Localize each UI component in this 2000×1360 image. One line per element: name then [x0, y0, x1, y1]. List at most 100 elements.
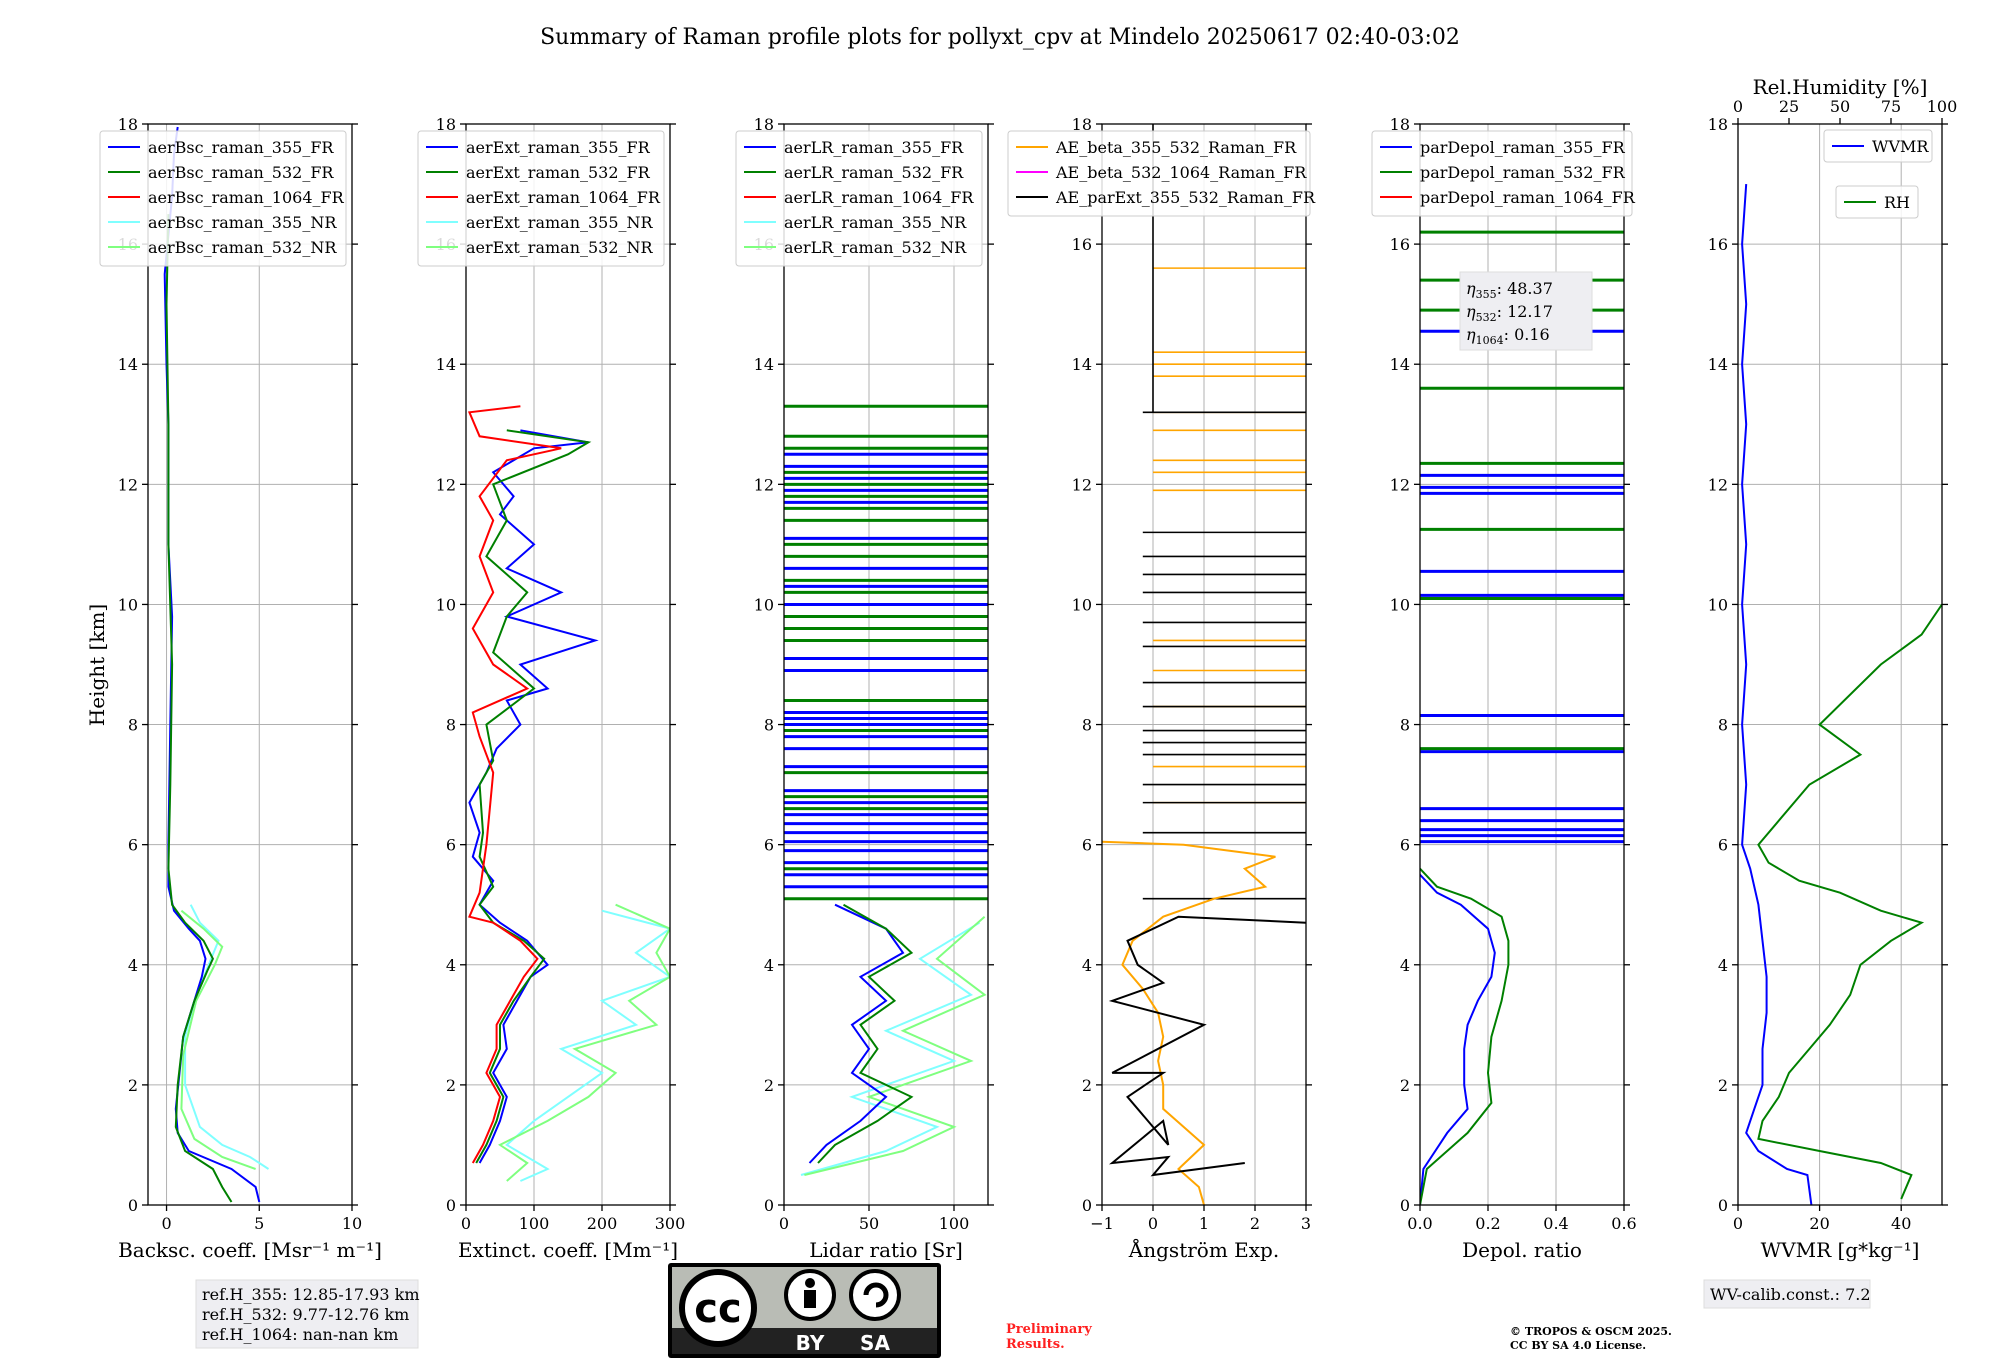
plot-area-lr — [784, 404, 988, 1176]
xlabel-wv: WVMR [g*kg⁻¹] — [1761, 1238, 1920, 1262]
ytick-label-ae: 0 — [1082, 1196, 1092, 1215]
ytick-label-bsc: 4 — [128, 956, 138, 975]
ytick-label-wv: 18 — [1708, 115, 1728, 134]
top-tick-label-wv: 75 — [1881, 97, 1901, 116]
legend-label-rh: RH — [1884, 193, 1910, 212]
ytick-label-lr: 2 — [764, 1076, 774, 1095]
xtick-label-bsc: 0 — [161, 1214, 171, 1233]
xtick-label-wv: 40 — [1891, 1214, 1911, 1233]
ytick-label-depol: 18 — [1390, 115, 1410, 134]
xtick-label-lr: 50 — [859, 1214, 879, 1233]
legend-label-aerBsc_raman_532_FR: aerBsc_raman_532_FR — [148, 163, 334, 182]
figure-title: Summary of Raman profile plots for polly… — [540, 25, 1460, 50]
ytick-label-depol: 4 — [1400, 956, 1410, 975]
ytick-label-ae: 18 — [1072, 115, 1092, 134]
ref-height-box: ref.H_355: 12.85-17.93 km ref.H_532: 9.7… — [195, 1279, 420, 1349]
series-aerLR_raman_355_NR — [800, 921, 981, 1176]
series-AE_parExt_355_532_Raman_FR — [1108, 915, 1306, 1177]
ytick-label-depol: 16 — [1390, 235, 1410, 254]
xlabel-ae: Ångström Exp. — [1128, 1237, 1279, 1262]
series-aerExt_raman_532_NR — [498, 903, 670, 1182]
xlabel-depol: Depol. ratio — [1462, 1238, 1582, 1262]
axes-frame-ext — [465, 123, 671, 1206]
ytick-label-lr: 6 — [764, 836, 774, 855]
series-parDepol_raman_355_FR — [1420, 874, 1496, 1205]
ytick-label-bsc: 8 — [128, 716, 138, 735]
by-icon-head — [805, 1278, 815, 1288]
axes-frame-lr — [783, 123, 989, 1206]
depol-annotation-eta-532: η532: 12.17 — [1466, 302, 1553, 324]
xtick-label-ae: 2 — [1250, 1214, 1260, 1233]
xtick-label-ext: 300 — [655, 1214, 686, 1233]
ytick-label-ae: 4 — [1082, 956, 1092, 975]
ytick-label-bsc: 2 — [128, 1076, 138, 1095]
ytick-label-ae: 6 — [1082, 836, 1092, 855]
xtick-label-bsc: 5 — [254, 1214, 264, 1233]
series-aerBsc_raman_532_NR — [180, 909, 256, 1170]
copyright-line-2: CC BY SA 4.0 License. — [1510, 1339, 1646, 1352]
ytick-label-depol: 0 — [1400, 1196, 1410, 1215]
series-aerExt_raman_355_NR — [505, 909, 670, 1182]
legend-label-aerBsc_raman_532_NR: aerBsc_raman_532_NR — [148, 238, 337, 257]
legend-label-aerBsc_raman_355_FR: aerBsc_raman_355_FR — [148, 138, 334, 157]
ytick-label-ae: 8 — [1082, 716, 1092, 735]
ytick-label-depol: 6 — [1400, 836, 1410, 855]
legend-label-parDepol_raman_1064_FR: parDepol_raman_1064_FR — [1420, 188, 1636, 207]
ref-h-355: ref.H_355: 12.85-17.93 km — [202, 1285, 420, 1304]
ytick-label-ext: 4 — [446, 956, 456, 975]
depol-annotation-eta-1064: η1064: 0.16 — [1466, 325, 1550, 347]
panel-lr: 050100024681012141618Lidar ratio [Sr]aer… — [735, 115, 994, 1262]
plot-area-ae — [1102, 124, 1306, 1205]
cc-license-badge: cc BY SA — [668, 1263, 941, 1358]
series-aerLR_raman_532_FR — [817, 903, 914, 1164]
ytick-label-wv: 0 — [1718, 1196, 1728, 1215]
series-aerLR_raman_355_FR — [808, 903, 905, 1164]
legend-wv-rh: RH — [1835, 185, 1919, 219]
legend-frame-rh — [1835, 185, 1919, 219]
legend-wv-wvmr: WVMR — [1823, 129, 1933, 163]
ytick-label-depol: 12 — [1390, 475, 1410, 494]
ytick-label-depol: 10 — [1390, 595, 1410, 614]
top-tick-label-wv: 25 — [1779, 97, 1799, 116]
ytick-label-ae: 10 — [1072, 595, 1092, 614]
copyright-line-1: © TROPOS & OSCM 2025. — [1510, 1325, 1672, 1338]
ytick-label-ae: 12 — [1072, 475, 1092, 494]
ytick-label-wv: 16 — [1708, 235, 1728, 254]
legend-label-aerLR_raman_355_NR: aerLR_raman_355_NR — [784, 213, 967, 232]
xtick-label-ext: 100 — [519, 1214, 550, 1233]
plot-area-ext — [467, 405, 670, 1182]
panel-wv: 0 20 40 0 2 4 6 8 10 12 14 16 18 WVMR [g*kg⁻¹] 0 25 50 75… — [1708, 75, 1958, 1262]
legend-label-aerLR_raman_532_FR: aerLR_raman_532_FR — [784, 163, 964, 182]
xtick-label-ext: 200 — [587, 1214, 618, 1233]
axes-frame-wv — [1737, 123, 1943, 1206]
ytick-label-ae: 14 — [1072, 355, 1092, 374]
series-AE_beta_355_532_Raman_FR — [1102, 840, 1276, 1205]
ytick-label-wv: 2 — [1718, 1076, 1728, 1095]
ytick-label-ext: 2 — [446, 1076, 456, 1095]
legend-label-aerLR_raman_1064_FR: aerLR_raman_1064_FR — [784, 188, 974, 207]
xtick-label-ae: 1 — [1199, 1214, 1209, 1233]
ytick-label-lr: 10 — [754, 595, 774, 614]
ytick-label-bsc: 18 — [118, 115, 138, 134]
series-aerExt_raman_532_FR — [475, 429, 592, 1164]
legend-frame-depol — [1371, 130, 1633, 217]
legend-label-aerExt_raman_532_NR: aerExt_raman_532_NR — [466, 238, 654, 257]
plot-area-bsc — [163, 126, 270, 1203]
ref-h-532: ref.H_532: 9.77-12.76 km — [202, 1305, 409, 1324]
legend-label-aerExt_raman_1064_FR: aerExt_raman_1064_FR — [466, 188, 661, 207]
ytick-label-wv: 8 — [1718, 716, 1728, 735]
ytick-label-ext: 10 — [436, 595, 456, 614]
xtick-label-ae: 0 — [1148, 1214, 1158, 1233]
series-aerExt_raman_355_FR — [468, 429, 599, 1164]
panel-ext: 0100200300024681012141618Extinct. coeff.… — [417, 115, 686, 1262]
legend-label-parDepol_raman_355_FR: parDepol_raman_355_FR — [1420, 138, 1626, 157]
ytick-label-lr: 12 — [754, 475, 774, 494]
series-aerBsc_raman_355_NR — [184, 904, 270, 1170]
ytick-label-depol: 2 — [1400, 1076, 1410, 1095]
xlabel-bsc: Backsc. coeff. [Msr⁻¹ m⁻¹] — [118, 1238, 382, 1262]
by-icon-body — [804, 1290, 816, 1308]
xtick-label-wv: 20 — [1809, 1214, 1829, 1233]
legend-label-aerExt_raman_532_FR: aerExt_raman_532_FR — [466, 163, 651, 182]
